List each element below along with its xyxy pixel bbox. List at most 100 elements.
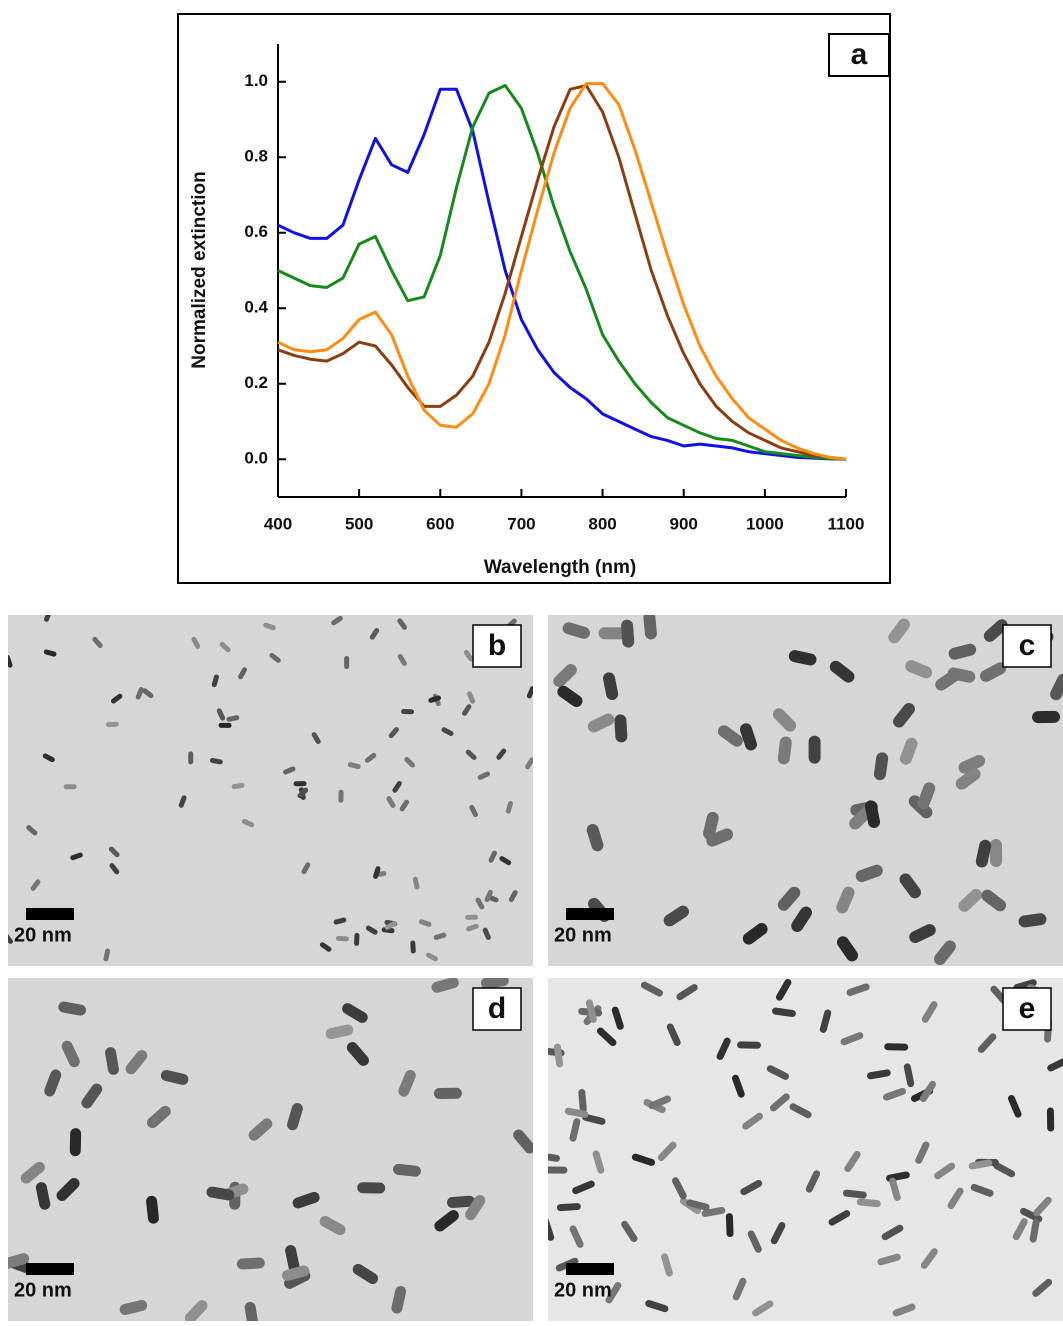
x-tick-label: 600	[426, 514, 454, 533]
y-axis-label: Normalized extinction	[189, 171, 210, 368]
nanorod	[283, 766, 296, 775]
nanorod	[686, 1199, 710, 1211]
nanorod	[955, 768, 981, 790]
nanorod	[975, 839, 992, 868]
nanorod	[777, 736, 792, 765]
nanorod	[585, 999, 597, 1023]
nanorod	[211, 674, 219, 688]
panel-label: d	[488, 992, 506, 1025]
nanorod	[739, 723, 757, 751]
nanorod	[921, 1001, 938, 1023]
scale-bar	[566, 908, 614, 920]
nanorod	[968, 1159, 993, 1170]
nanorod	[903, 1063, 915, 1088]
nanorod	[404, 756, 415, 768]
nanorod	[934, 1162, 956, 1180]
nanorod	[61, 1040, 80, 1068]
nanorod	[58, 1001, 87, 1016]
nanorod	[319, 1215, 346, 1236]
nanorod	[428, 695, 442, 703]
nanorod	[716, 1037, 731, 1060]
tem-background	[8, 978, 533, 1321]
nanorod	[737, 1041, 762, 1049]
nanorod	[20, 1161, 45, 1184]
nanorod	[586, 823, 604, 852]
nanorod	[666, 1023, 681, 1047]
x-tick-label: 700	[507, 514, 535, 533]
nanorod	[919, 1080, 937, 1103]
nanorod	[463, 649, 474, 662]
nanorod	[672, 1177, 687, 1200]
x-tick-label: 1100	[828, 514, 865, 533]
nanorod	[915, 1141, 930, 1164]
nanorod	[392, 780, 402, 793]
nanorod	[92, 636, 103, 648]
nanorod	[548, 1152, 560, 1162]
tem-background	[548, 978, 1063, 1321]
nanorod	[881, 1224, 904, 1241]
panel-label-box	[1002, 624, 1052, 668]
nanorod	[525, 757, 533, 770]
nanorod	[917, 782, 936, 810]
y-tick-label: 0.2	[244, 373, 268, 392]
nanorod	[772, 708, 797, 732]
nanorod	[108, 846, 120, 858]
nanorod	[888, 618, 910, 644]
nanorod	[287, 1102, 303, 1131]
nanorod	[789, 1103, 812, 1119]
nanorod	[836, 936, 859, 962]
nanorod	[676, 984, 698, 1001]
scale-bar-label: 20 nm	[14, 1279, 72, 1301]
nanorod	[883, 1087, 906, 1101]
nanorod	[562, 622, 590, 639]
nanorod	[248, 1118, 273, 1141]
nanorod	[587, 713, 615, 733]
nanorod	[920, 1248, 938, 1269]
panel-label: e	[1019, 992, 1036, 1025]
nanorod	[899, 873, 922, 899]
nanorod	[979, 662, 1007, 682]
nanorod	[717, 725, 743, 747]
nanorod	[391, 1285, 407, 1314]
nanorod	[828, 1210, 851, 1226]
y-tick-label: 0.4	[244, 298, 268, 317]
nanorod	[899, 737, 918, 765]
nanorod	[219, 641, 231, 653]
nanorod	[819, 1009, 832, 1033]
x-tick-label: 800	[588, 514, 616, 533]
scale-bar-label: 20 nm	[554, 924, 612, 946]
nanorod	[397, 654, 407, 666]
nanorod	[386, 796, 396, 808]
nanorod	[844, 1150, 861, 1173]
nanorod	[146, 1195, 159, 1224]
nanorod	[480, 978, 509, 989]
nanorod	[769, 1093, 790, 1112]
nanorod	[742, 1112, 763, 1130]
nanorod	[231, 783, 245, 790]
nanorod	[513, 1129, 533, 1154]
nanorod	[281, 1265, 310, 1281]
nanorod	[465, 1194, 486, 1221]
nanorod	[135, 687, 144, 700]
nanorod	[526, 686, 533, 699]
nanorod	[8, 1253, 30, 1269]
nanorod	[465, 914, 479, 920]
y-tick-label: 0.6	[244, 222, 268, 241]
nanorod	[484, 889, 493, 903]
nanorod	[342, 1003, 368, 1023]
y-tick-label: 0.0	[244, 449, 268, 468]
nanorod	[569, 1118, 581, 1142]
nanorod	[125, 1050, 148, 1075]
nanorod	[410, 940, 416, 954]
nanorod	[556, 1203, 581, 1212]
nanorod	[703, 811, 719, 840]
nanorod	[808, 735, 821, 764]
nanorod	[776, 978, 792, 1001]
nanorod	[488, 850, 497, 863]
nanorod	[877, 1253, 901, 1266]
nanorod	[81, 1083, 103, 1109]
nanorod	[269, 652, 281, 663]
nanorod	[433, 1087, 462, 1100]
tem-panel: e 20 nm	[548, 978, 1063, 1321]
nanorod	[578, 1088, 587, 1113]
